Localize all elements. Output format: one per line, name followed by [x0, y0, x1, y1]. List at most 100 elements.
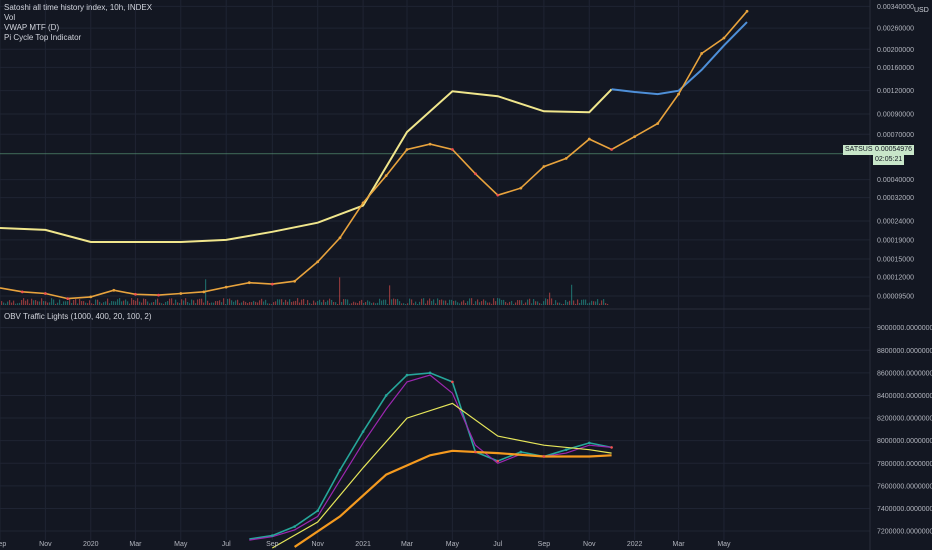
volume-bar: [203, 302, 205, 305]
volume-bar: [581, 299, 583, 305]
volume-bar: [303, 298, 305, 305]
price-axis[interactable]: 0.00340000 0.00260000 0.00200000 0.00160000…: [877, 4, 914, 301]
volume-bar: [179, 303, 181, 305]
obv-point: [293, 525, 296, 528]
time-tick-label: May: [717, 541, 731, 548]
price-point: [519, 186, 523, 190]
volume-bar: [227, 298, 229, 305]
volume-bar: [535, 301, 537, 305]
price-point: [745, 9, 749, 13]
obv-pane[interactable]: [249, 371, 613, 549]
volume-bar: [605, 303, 607, 305]
price-point: [134, 292, 137, 296]
price-point: [474, 172, 477, 176]
volume-bar: [377, 302, 379, 305]
volume-bar: [273, 302, 275, 305]
volume-bar: [525, 302, 527, 305]
price-point: [66, 297, 70, 300]
volume-bar: [333, 301, 335, 305]
price-tick-label: 0.00012000: [877, 275, 914, 282]
volume-bar: [509, 301, 511, 305]
volume-bar: [45, 301, 47, 305]
volume-bar: [267, 303, 269, 305]
volume-bar: [119, 298, 121, 305]
volume-bar: [245, 301, 247, 305]
volume-bar: [439, 299, 441, 305]
volume-bar: [565, 299, 567, 305]
price-point: [202, 290, 206, 294]
price-point: [112, 288, 116, 292]
obv-axis[interactable]: 9000000.00000000 8800000.00000000 8600000.…: [877, 325, 932, 535]
chart-title[interactable]: Satoshi all time history index, 10h, IND…: [4, 3, 153, 12]
indicator-label-pi-cycle[interactable]: Pi Cycle Top Indicator: [4, 33, 82, 42]
volume-bar: [313, 300, 315, 305]
volume-bar: [579, 302, 581, 305]
volume-bar: [143, 298, 145, 305]
volume-bar: [575, 303, 577, 305]
obv-point: [519, 450, 523, 454]
volume-bar: [57, 302, 59, 305]
obv-point: [474, 450, 477, 454]
volume-bar: [401, 303, 403, 305]
time-axis[interactable]: Sep Nov 2020 Mar May Jul Sep Nov 2021 Mar May Jul Se…: [0, 541, 731, 548]
volume-bar: [295, 300, 297, 305]
indicator-label-vwap[interactable]: VWAP MTF (D): [4, 23, 60, 32]
volume-bar: [277, 299, 279, 305]
volume-bar: [353, 301, 355, 305]
volume-bar: [441, 299, 443, 305]
volume-bar: [561, 303, 563, 305]
price-tick-label: 0.00120000: [877, 88, 914, 95]
time-tick-label: 2021: [355, 541, 371, 548]
volume-bar: [123, 300, 125, 305]
price-line: [0, 10, 748, 300]
volume-bar: [207, 300, 209, 305]
indicator-label-vol[interactable]: Vol: [4, 13, 16, 22]
volume-bar: [567, 301, 569, 305]
volume-bar: [449, 299, 451, 305]
volume-bar: [51, 298, 53, 305]
volume-bar: [43, 301, 45, 305]
volume-bar: [327, 300, 329, 305]
volume-bar: [395, 299, 397, 305]
price-point: [428, 142, 432, 146]
price-point: [587, 137, 591, 141]
obv-point: [428, 371, 432, 375]
volume-bar: [547, 299, 549, 305]
obv-point: [384, 394, 388, 397]
volume-bar: [217, 301, 219, 305]
volume-bar: [387, 303, 389, 305]
volume-bar: [543, 301, 545, 305]
price-tick-label: 0.00160000: [877, 65, 914, 72]
obv-pane-title[interactable]: OBV Traffic Lights (1000, 400, 20, 100, …: [4, 312, 152, 321]
volume-bar: [465, 302, 467, 305]
volume-bar: [163, 303, 165, 305]
volume-bar: [125, 299, 127, 305]
volume-bar: [263, 301, 265, 305]
price-tick-label: 0.00024000: [877, 218, 914, 225]
volume-bar: [411, 299, 413, 305]
price-point: [338, 236, 342, 240]
volume-bar: [19, 302, 21, 305]
price-pane[interactable]: [0, 9, 749, 300]
volume-bar: [433, 299, 435, 305]
volume-bar: [11, 302, 13, 305]
volume-bar: [467, 301, 469, 305]
volume-bar: [181, 299, 183, 305]
volume-bar: [175, 299, 177, 305]
volume-bar: [171, 298, 173, 305]
price-point: [157, 293, 160, 297]
time-tick-label: Sep: [0, 541, 6, 548]
volume-bar: [255, 301, 257, 305]
volume-bar: [307, 300, 309, 305]
price-point: [700, 52, 704, 55]
volume-bar: [63, 301, 65, 305]
volume-bar: [107, 298, 109, 305]
volume-bar: [17, 303, 19, 305]
price-point: [542, 165, 546, 168]
price-point: [179, 292, 183, 295]
volume-bar: [523, 303, 525, 305]
volume-bar: [13, 300, 15, 305]
volume-bar: [405, 303, 407, 305]
volume-bar: [577, 299, 579, 305]
